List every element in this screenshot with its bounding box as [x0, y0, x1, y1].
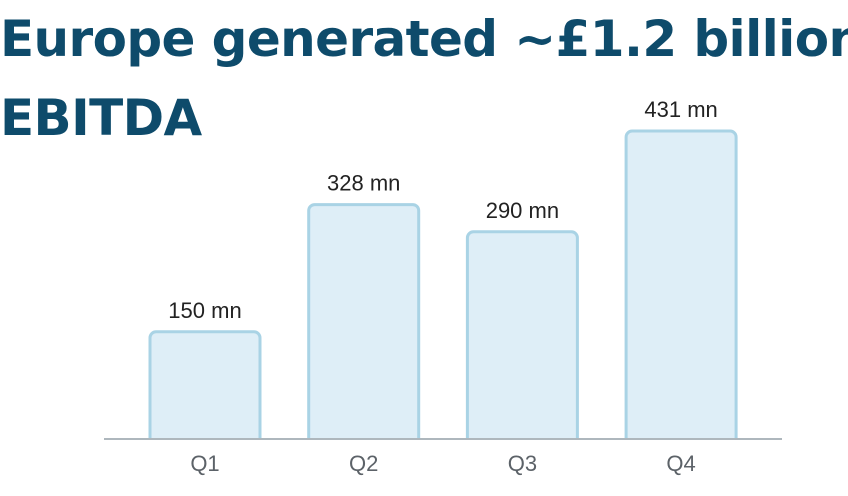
value-label-q2: 328 mn — [327, 171, 400, 196]
value-label-q4: 431 mn — [644, 97, 717, 122]
axis-mask — [104, 440, 782, 452]
x-tick-label-q4: Q4 — [666, 451, 695, 476]
value-label-q1: 150 mn — [168, 298, 241, 323]
value-label-q3: 290 mn — [486, 198, 559, 223]
bar-q4 — [624, 129, 738, 447]
bar-q1 — [148, 330, 262, 447]
labels-layer: 150 mn Q1 328 mn Q2 290 mn Q3 431 mn Q4 — [168, 97, 717, 476]
headline-line-1: Europe generated ~£1.2 billion — [0, 10, 848, 68]
x-tick-label-q1: Q1 — [190, 451, 219, 476]
bar-q2 — [307, 203, 421, 447]
bars-layer — [104, 129, 782, 452]
headline-line-2: EBITDA — [0, 89, 202, 147]
bar-q3 — [465, 230, 579, 447]
x-tick-label-q2: Q2 — [349, 451, 378, 476]
x-tick-label-q3: Q3 — [508, 451, 537, 476]
